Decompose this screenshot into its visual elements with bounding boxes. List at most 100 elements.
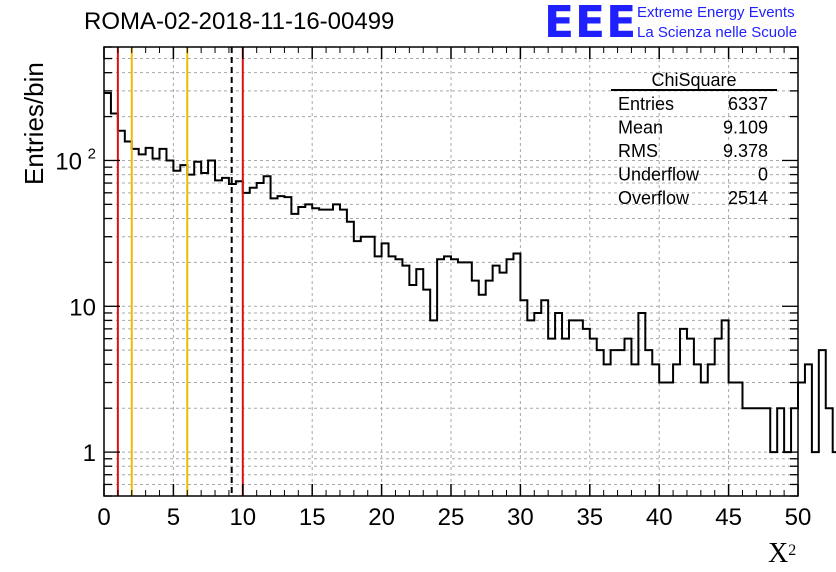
- histogram-bin: [319, 210, 326, 496]
- stats-row-label: Entries: [618, 94, 674, 114]
- histogram-bin: [402, 266, 409, 496]
- x-tick-label: 10: [229, 504, 256, 531]
- x-tick-label: 50: [785, 504, 812, 531]
- histogram-bin: [160, 149, 167, 496]
- histogram-bin: [520, 300, 527, 496]
- histogram-bin: [604, 364, 611, 496]
- logo-line1: Extreme Energy Events: [637, 4, 795, 21]
- histogram-bin: [173, 171, 180, 496]
- histogram-bin: [118, 131, 125, 496]
- y-axis-label: Entries/bin: [19, 62, 49, 185]
- histogram-bin: [389, 256, 396, 496]
- histogram-bin: [652, 364, 659, 496]
- stats-title: ChiSquare: [651, 70, 736, 90]
- stats-row-label: Overflow: [618, 188, 690, 208]
- histogram-bin: [729, 383, 736, 496]
- histogram-bin: [132, 149, 139, 496]
- histogram-bin: [548, 339, 555, 496]
- histogram-bin: [347, 222, 354, 496]
- histogram-bin: [701, 383, 708, 496]
- histogram-bin: [222, 178, 229, 496]
- histogram-bin: [534, 313, 541, 496]
- histogram-bin: [680, 329, 687, 496]
- histogram-bin: [153, 159, 160, 496]
- histogram-bin: [576, 320, 583, 496]
- histogram-bin: [125, 141, 132, 496]
- histogram-bin: [139, 154, 146, 496]
- x-tick-label: 35: [576, 504, 603, 531]
- histogram-bin: [305, 204, 312, 496]
- histogram-bin: [430, 320, 437, 496]
- histogram-bin: [437, 259, 444, 496]
- stats-row-value: 2514: [728, 188, 768, 208]
- histogram-bin: [798, 383, 805, 496]
- histogram-bin: [805, 364, 812, 496]
- stats-row-value: 0: [758, 165, 768, 185]
- histogram-bin: [333, 204, 340, 496]
- x-tick-label: 0: [97, 504, 110, 531]
- histogram-bin: [826, 408, 833, 496]
- stats-row-label: Mean: [618, 118, 663, 138]
- histogram-bin: [395, 259, 402, 496]
- histogram-bin: [264, 176, 271, 496]
- y-tick-label-exponent: 2: [88, 145, 96, 162]
- histogram-bin: [673, 364, 680, 496]
- histogram-bin: [597, 350, 604, 496]
- histogram-bin: [479, 295, 486, 496]
- histogram-bin: [694, 364, 701, 496]
- histogram-bin: [819, 350, 826, 496]
- histogram-bin: [243, 193, 250, 496]
- histogram-bin: [770, 452, 777, 496]
- histogram-bin: [541, 300, 548, 496]
- x-axis-label: X2: [768, 538, 797, 569]
- histogram-bin: [708, 364, 715, 496]
- histogram-bin: [756, 408, 763, 496]
- histogram-bin: [194, 162, 201, 496]
- histogram-bin: [562, 339, 569, 496]
- histogram-bin: [284, 197, 291, 496]
- histogram-bin: [763, 408, 770, 496]
- histogram-bin: [340, 210, 347, 496]
- histogram-bin: [472, 281, 479, 496]
- histogram-bin: [291, 214, 298, 496]
- histogram-bin: [618, 350, 625, 496]
- x-tick-label: 20: [368, 504, 395, 531]
- y-tick-label: 10: [55, 148, 82, 175]
- histogram-bin: [180, 165, 187, 496]
- x-tick-label: 45: [715, 504, 742, 531]
- histogram-bin: [312, 208, 319, 496]
- histogram-bin: [527, 320, 534, 496]
- y-tick-label: 1: [83, 440, 96, 467]
- histogram-bin: [631, 364, 638, 496]
- histogram-bin: [416, 269, 423, 496]
- histogram-bin: [451, 259, 458, 496]
- histogram-bin: [659, 383, 666, 496]
- histogram-bin: [368, 237, 375, 496]
- histogram-bin: [382, 243, 389, 496]
- histogram-bin: [513, 254, 520, 496]
- histogram-bin: [104, 93, 111, 496]
- histogram-bin: [458, 262, 465, 496]
- x-tick-label: 15: [299, 504, 326, 531]
- histogram-bin: [687, 339, 694, 496]
- x-tick-label: 25: [438, 504, 465, 531]
- histogram-bin: [590, 339, 597, 496]
- histogram-bin: [569, 320, 576, 496]
- histogram-bin: [236, 181, 243, 496]
- histogram-bin: [423, 290, 430, 496]
- histogram-bin: [208, 160, 215, 496]
- histogram-bin: [257, 183, 264, 496]
- run-title: ROMA-02-2018-11-16-00499: [84, 8, 395, 35]
- histogram-bin: [465, 262, 472, 496]
- logo-line2: La Scienza nelle Scuole: [637, 24, 798, 41]
- histogram-bin: [111, 113, 118, 496]
- histogram-bin: [444, 256, 451, 496]
- histogram-bin: [736, 383, 743, 496]
- histogram-bin: [187, 175, 194, 496]
- stats-row-value: 9.109: [723, 118, 768, 138]
- histogram-bin: [201, 173, 208, 496]
- y-tick-label: 10: [69, 294, 96, 321]
- histogram-bin: [326, 210, 333, 496]
- histogram-bin: [250, 188, 257, 496]
- histogram-bin: [715, 339, 722, 496]
